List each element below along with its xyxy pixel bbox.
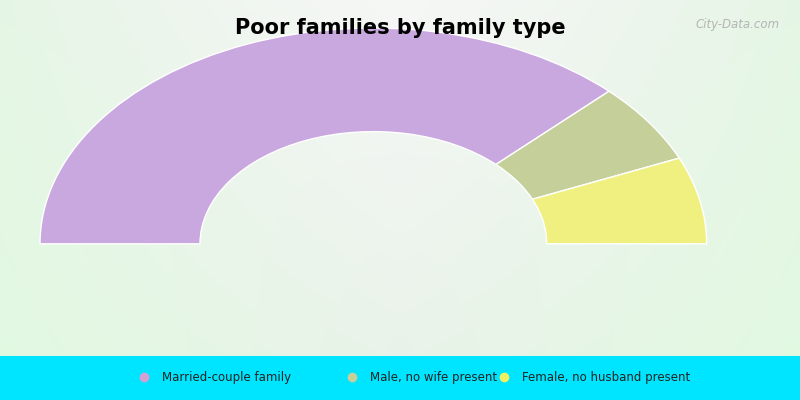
Wedge shape	[533, 158, 706, 244]
Text: Poor families by family type: Poor families by family type	[234, 18, 566, 38]
Text: Female, no husband present: Female, no husband present	[522, 371, 690, 384]
Text: Married-couple family: Married-couple family	[162, 371, 290, 384]
Wedge shape	[40, 28, 609, 244]
Text: City-Data.com: City-Data.com	[696, 18, 780, 31]
Wedge shape	[496, 91, 679, 199]
Text: Male, no wife present: Male, no wife present	[370, 371, 497, 384]
